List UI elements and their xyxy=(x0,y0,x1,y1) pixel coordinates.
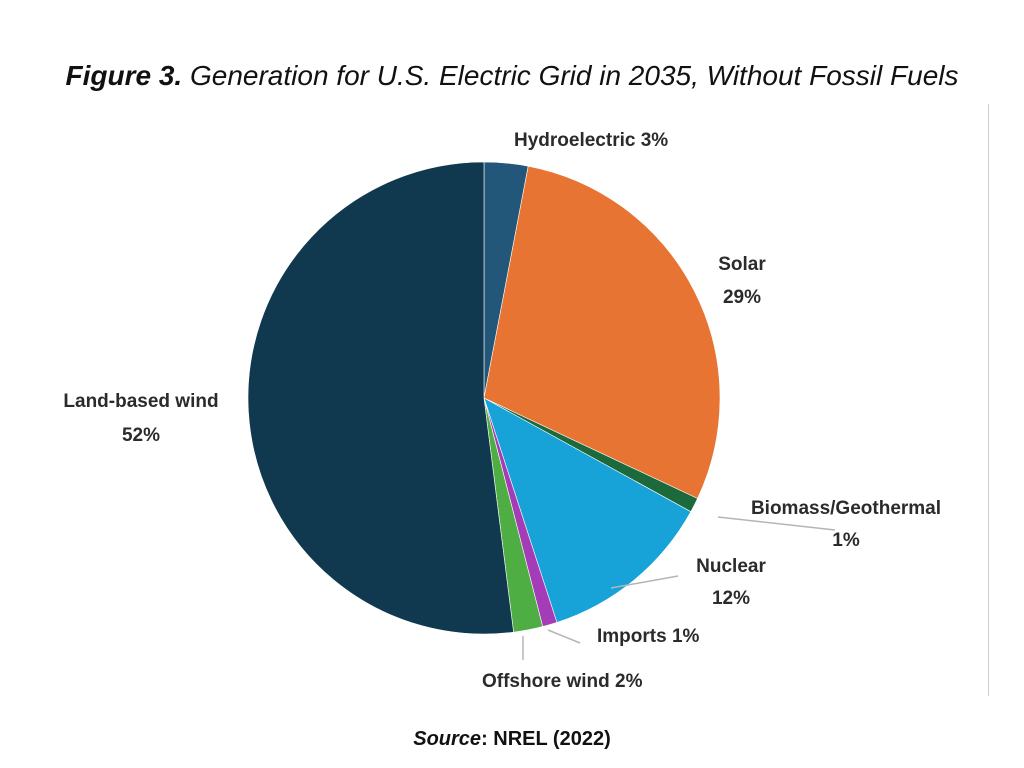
slice-value-biomass-geothermal: 1% xyxy=(832,530,860,551)
leader-line-nuclear xyxy=(610,575,679,589)
figure-title-text: Generation for U.S. Electric Grid in 203… xyxy=(189,60,959,91)
slice-name-biomass-geothermal: Biomass/Geothermal xyxy=(751,498,941,519)
slice-value-solar: 29% xyxy=(723,287,761,308)
slice-labels: Hydroelectric 3% Solar 29% Biomass/Geotherm… xyxy=(63,130,941,692)
frame-divider xyxy=(988,104,989,696)
slice-value-nuclear: 12% xyxy=(712,588,750,609)
pie-slice-nuclear xyxy=(483,397,692,623)
slice-label-offshore-wind: Offshore wind 2% xyxy=(482,671,643,692)
pie-slices xyxy=(247,161,721,635)
source-caption: Source: NREL (2022) xyxy=(0,728,1024,751)
slice-value-land-based-wind: 52% xyxy=(122,425,160,446)
slice-label-hydroelectric: Hydroelectric 3% xyxy=(514,130,668,151)
figure-label: Figure 3. xyxy=(65,60,183,91)
slice-name-solar: Solar xyxy=(718,254,766,275)
source-label: Source xyxy=(413,728,482,750)
leader-line-imports xyxy=(547,629,581,644)
pie-slice-solar xyxy=(483,165,721,499)
slice-name-land-based-wind: Land-based wind xyxy=(63,391,218,412)
slice-name-nuclear: Nuclear xyxy=(696,556,766,577)
source-text: : NREL (2022) xyxy=(481,728,611,750)
leader-line-biomass-geothermal xyxy=(717,516,836,531)
pie-slice-land-based-wind xyxy=(247,161,514,635)
leader-lines xyxy=(522,516,836,660)
slice-label-imports: Imports 1% xyxy=(597,626,700,647)
figure-title: Figure 3. Generation for U.S. Electric G… xyxy=(0,56,1024,96)
